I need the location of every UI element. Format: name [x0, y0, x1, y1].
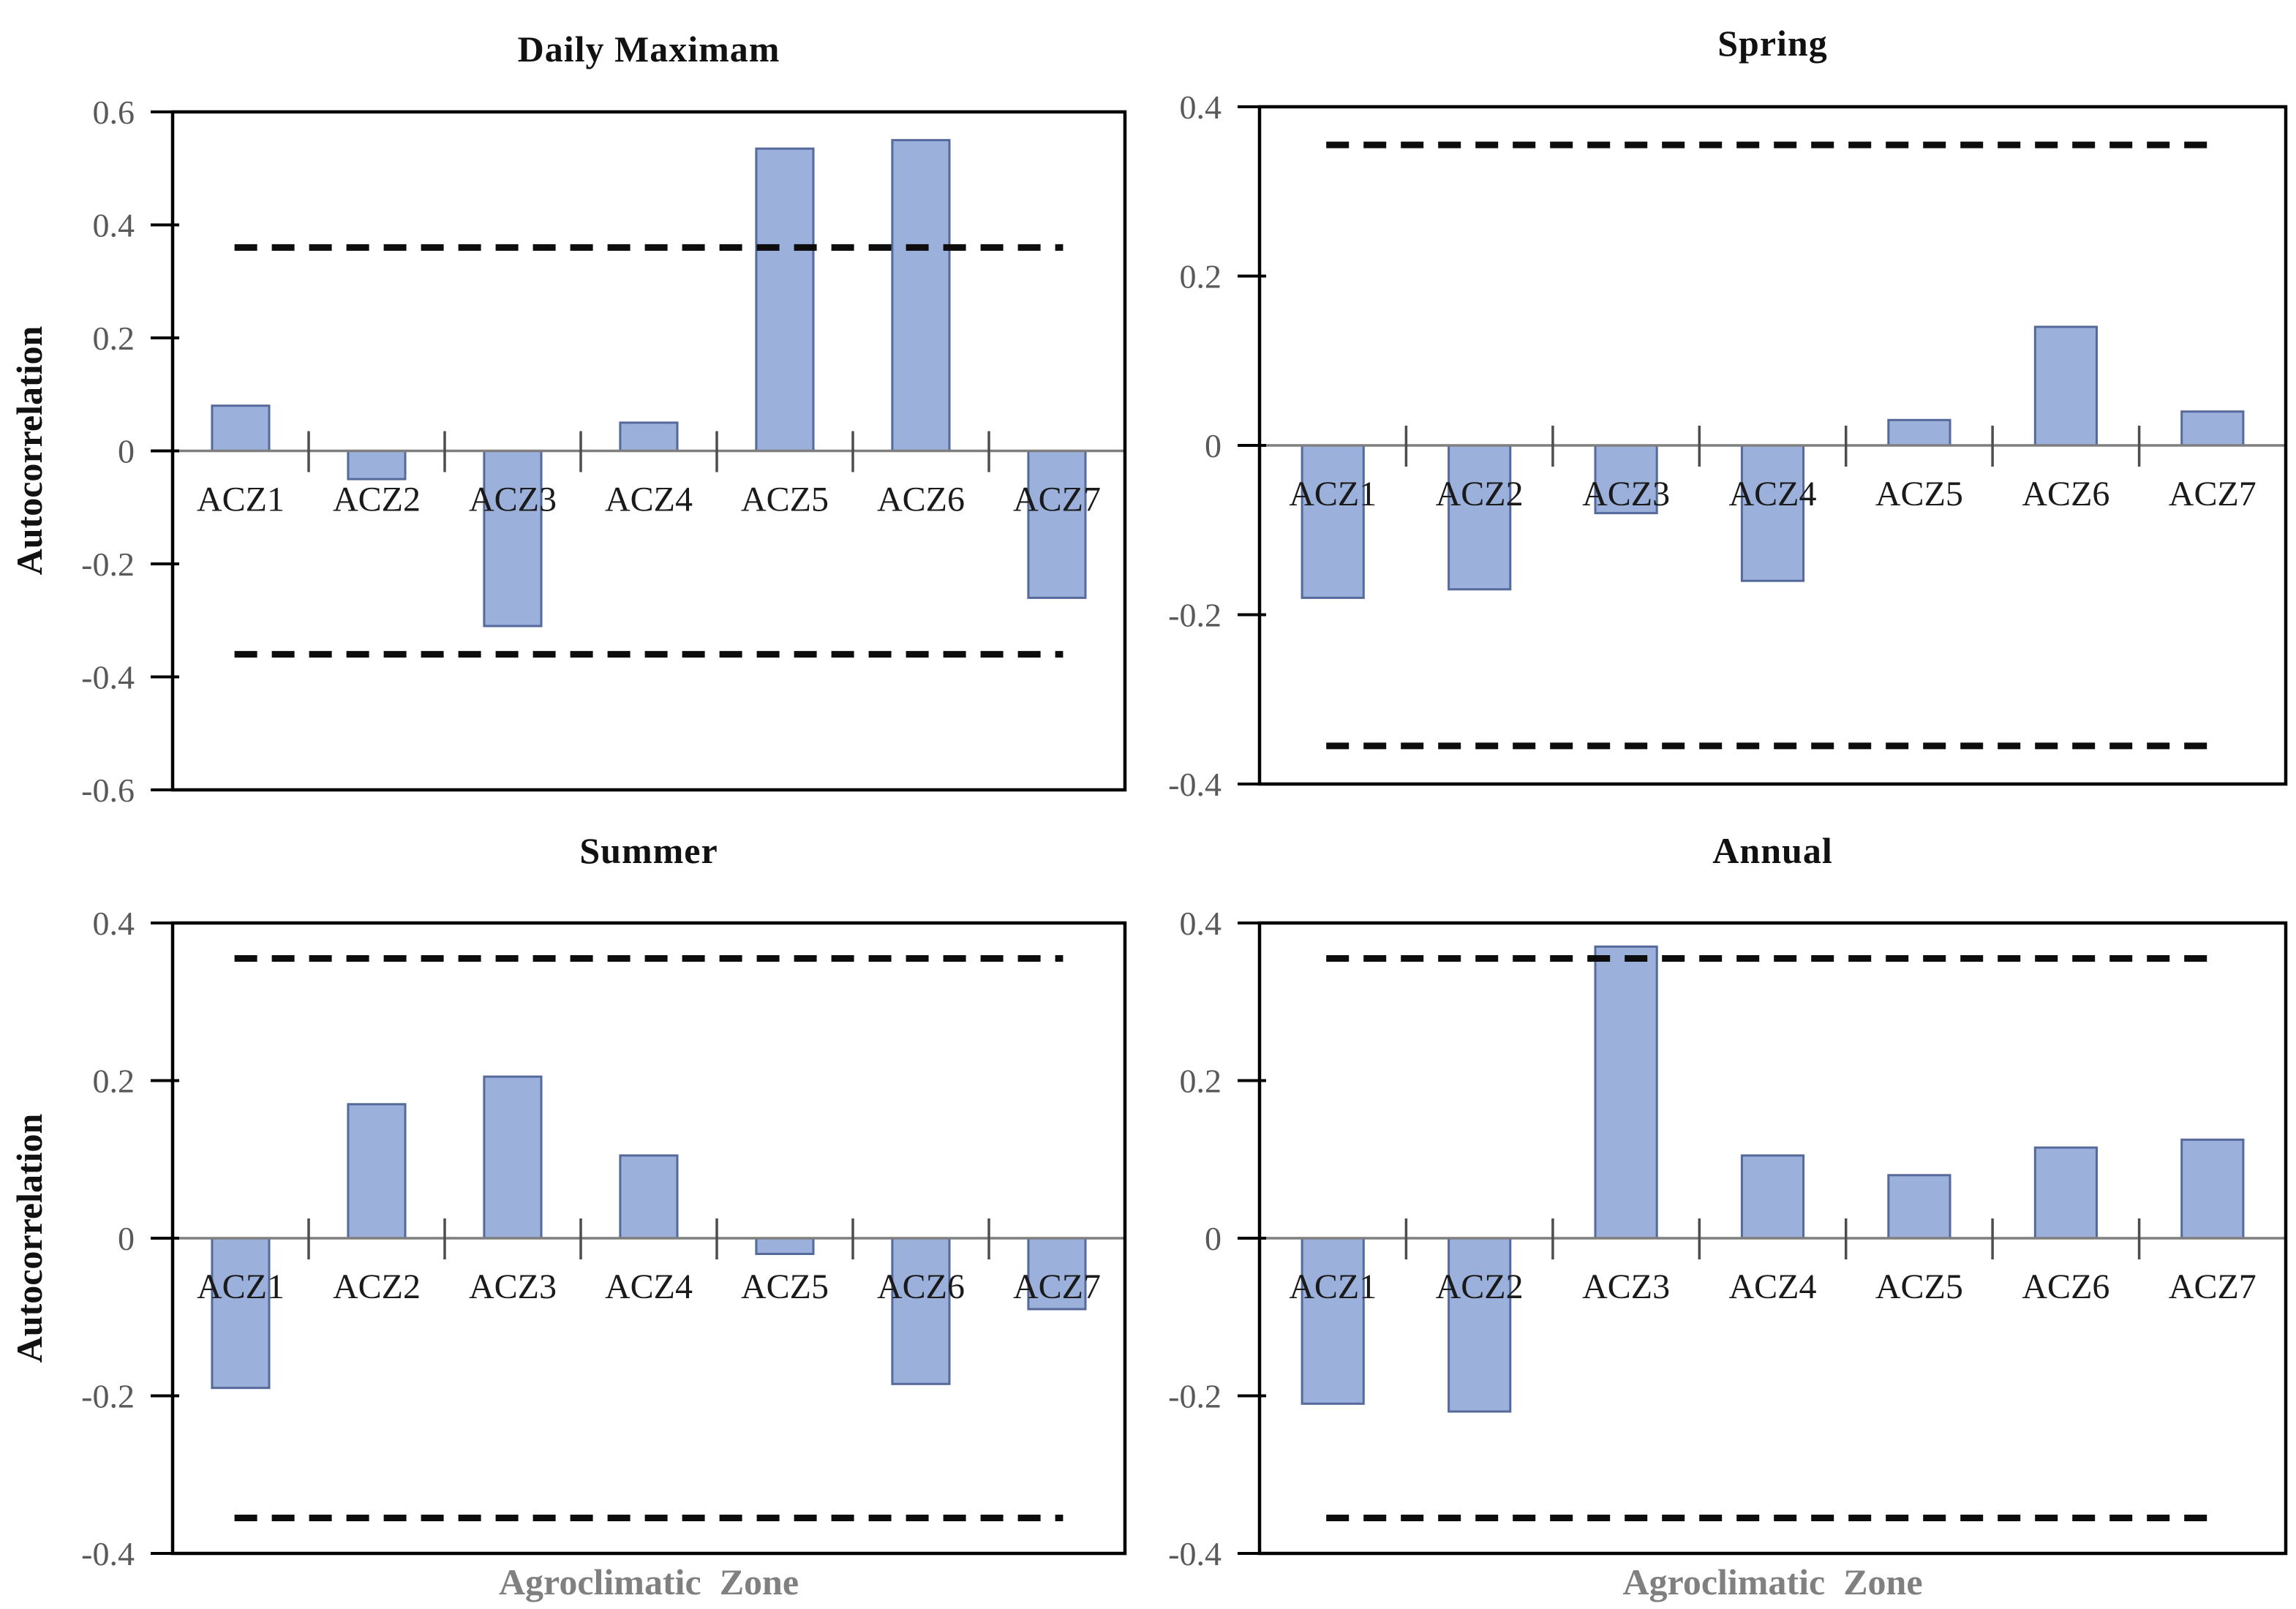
y-tick-label: -0.6 [81, 772, 135, 804]
y-tick-label: 0.4 [1180, 905, 1222, 942]
bar-ACZ4 [619, 1154, 679, 1240]
category-label: ACZ1 [197, 1267, 285, 1306]
bar-ACZ1 [211, 404, 271, 453]
bar-ACZ7 [1027, 450, 1087, 599]
bar-ACZ4 [1740, 1154, 1805, 1240]
y-tick-label: 0 [118, 433, 135, 470]
y-tick-label: -0.4 [1168, 1535, 1222, 1572]
bar-ACZ7 [2180, 410, 2245, 447]
category-label: ACZ7 [1013, 1267, 1101, 1306]
y-tick-label: 0.2 [1180, 1063, 1222, 1100]
panel-summer: 0.4 0.2 0 -0.2 -0.4 ACZ1 ACZ2 ACZ3 ACZ4 ACZ5 ACZ6 A… [0, 804, 1148, 1609]
plot-area-daily-maximam: 0.6 0.4 0.2 0 -0.2 -0.4 -0.6 ACZ1 ACZ2 ACZ3 ACZ4 AC… [81, 94, 1127, 804]
bar-ACZ6 [2033, 1146, 2099, 1240]
category-label: ACZ3 [469, 481, 557, 519]
category-label: ACZ7 [1013, 481, 1101, 519]
y-tick-label: 0 [1205, 427, 1222, 464]
category-label: ACZ5 [741, 1267, 829, 1306]
chart-title-daily-maximam: Daily Maximam [517, 29, 780, 69]
y-tick-label: 0.4 [93, 905, 135, 942]
x-axis-title: Agroclimatic Zone [1622, 1561, 1923, 1602]
bar-ACZ7 [1027, 1237, 1087, 1311]
category-label: ACZ2 [1436, 1267, 1524, 1306]
bar-ACZ6 [891, 1237, 951, 1385]
bar-ACZ5 [1887, 1174, 1951, 1240]
chart-title-spring: Spring [1717, 23, 1828, 64]
panel-daily-maximam: 0.6 0.4 0.2 0 -0.2 -0.4 -0.6 ACZ1 ACZ2 ACZ3 ACZ4 AC… [0, 0, 1148, 804]
category-label: ACZ4 [605, 481, 693, 519]
plot-area-annual: 0.4 0.2 0 -0.2 -0.4 ACZ1 ACZ2 ACZ3 ACZ4 ACZ5 ACZ6 A… [1168, 905, 2288, 1572]
category-label: ACZ2 [1436, 475, 1524, 513]
category-label: ACZ5 [741, 481, 829, 519]
category-label: ACZ5 [1875, 1267, 1963, 1306]
bar-ACZ5 [755, 1237, 815, 1255]
bar-ACZ3 [1594, 444, 1658, 515]
y-tick-label: -0.4 [81, 1535, 135, 1572]
category-label: ACZ3 [469, 1267, 557, 1306]
category-label: ACZ1 [1289, 1267, 1377, 1306]
chart-title-summer: Summer [579, 830, 718, 871]
category-label: ACZ1 [197, 481, 285, 519]
category-label: ACZ6 [877, 1267, 965, 1306]
category-label: ACZ5 [1875, 475, 1963, 513]
category-label: ACZ4 [1729, 475, 1817, 513]
bar-ACZ2 [1448, 444, 1512, 591]
bar-ACZ2 [347, 450, 407, 481]
category-label: ACZ7 [2169, 1267, 2257, 1306]
y-tick-label: -0.2 [81, 1378, 135, 1415]
bar-ACZ4 [619, 421, 679, 453]
y-tick-label: 0.2 [1180, 258, 1222, 295]
category-label: ACZ3 [1582, 475, 1670, 513]
y-tick-label: 0.6 [93, 94, 135, 131]
y-tick-label: 0 [1205, 1220, 1222, 1257]
category-label: ACZ2 [333, 1267, 421, 1306]
chart-title-annual: Annual [1712, 830, 1833, 871]
y-tick-label: 0 [118, 1220, 135, 1257]
y-tick-label: -0.4 [1168, 766, 1222, 803]
bar-ACZ1 [211, 1237, 271, 1390]
category-label: ACZ6 [877, 481, 965, 519]
y-tick-label: 0.4 [93, 207, 135, 244]
y-tick-label: -0.2 [1168, 1378, 1222, 1415]
y-tick-label: -0.2 [81, 546, 135, 583]
bar-ACZ5 [755, 147, 815, 452]
category-label: ACZ1 [1289, 475, 1377, 513]
y-tick-label: 0.2 [93, 320, 135, 357]
y-tick-label: -0.2 [1168, 597, 1222, 634]
plot-area-summer: 0.4 0.2 0 -0.2 -0.4 ACZ1 ACZ2 ACZ3 ACZ4 ACZ5 ACZ6 A… [81, 905, 1127, 1572]
bar-ACZ2 [347, 1103, 407, 1240]
category-label: ACZ6 [2022, 1267, 2109, 1306]
category-label: ACZ4 [605, 1267, 693, 1306]
y-tick-label: 0.2 [93, 1063, 135, 1100]
bar-ACZ1 [1301, 1237, 1365, 1405]
y-axis-title: Autocorrelation [9, 1113, 50, 1363]
bar-ACZ2 [1448, 1237, 1512, 1413]
bar-ACZ7 [2180, 1138, 2245, 1240]
bar-ACZ3 [1594, 945, 1658, 1240]
panel-spring: 0.4 0.2 0 -0.2 -0.4 ACZ1 ACZ2 ACZ3 ACZ4 ACZ5 ACZ6 A… [1148, 0, 2296, 804]
panel-annual: 0.4 0.2 0 -0.2 -0.4 ACZ1 ACZ2 ACZ3 ACZ4 ACZ5 ACZ6 A… [1148, 804, 2296, 1609]
bar-ACZ6 [891, 139, 951, 452]
y-axis-title: Autocorrelation [9, 325, 50, 576]
bar-ACZ3 [483, 450, 543, 628]
y-tick-label: 0.4 [1180, 88, 1222, 126]
bar-ACZ6 [2033, 325, 2099, 447]
category-label: ACZ6 [2022, 475, 2109, 513]
x-axis-title: Agroclimatic Zone [498, 1561, 799, 1602]
bar-ACZ5 [1887, 418, 1951, 447]
bar-ACZ3 [483, 1075, 543, 1240]
plot-area-spring: 0.4 0.2 0 -0.2 -0.4 ACZ1 ACZ2 ACZ3 ACZ4 ACZ5 ACZ6 A… [1168, 88, 2288, 803]
category-label: ACZ2 [333, 481, 421, 519]
y-tick-label: -0.4 [81, 659, 135, 696]
category-label: ACZ3 [1582, 1267, 1670, 1306]
category-label: ACZ7 [2169, 475, 2257, 513]
bar-ACZ1 [1301, 444, 1365, 599]
category-label: ACZ4 [1729, 1267, 1817, 1306]
